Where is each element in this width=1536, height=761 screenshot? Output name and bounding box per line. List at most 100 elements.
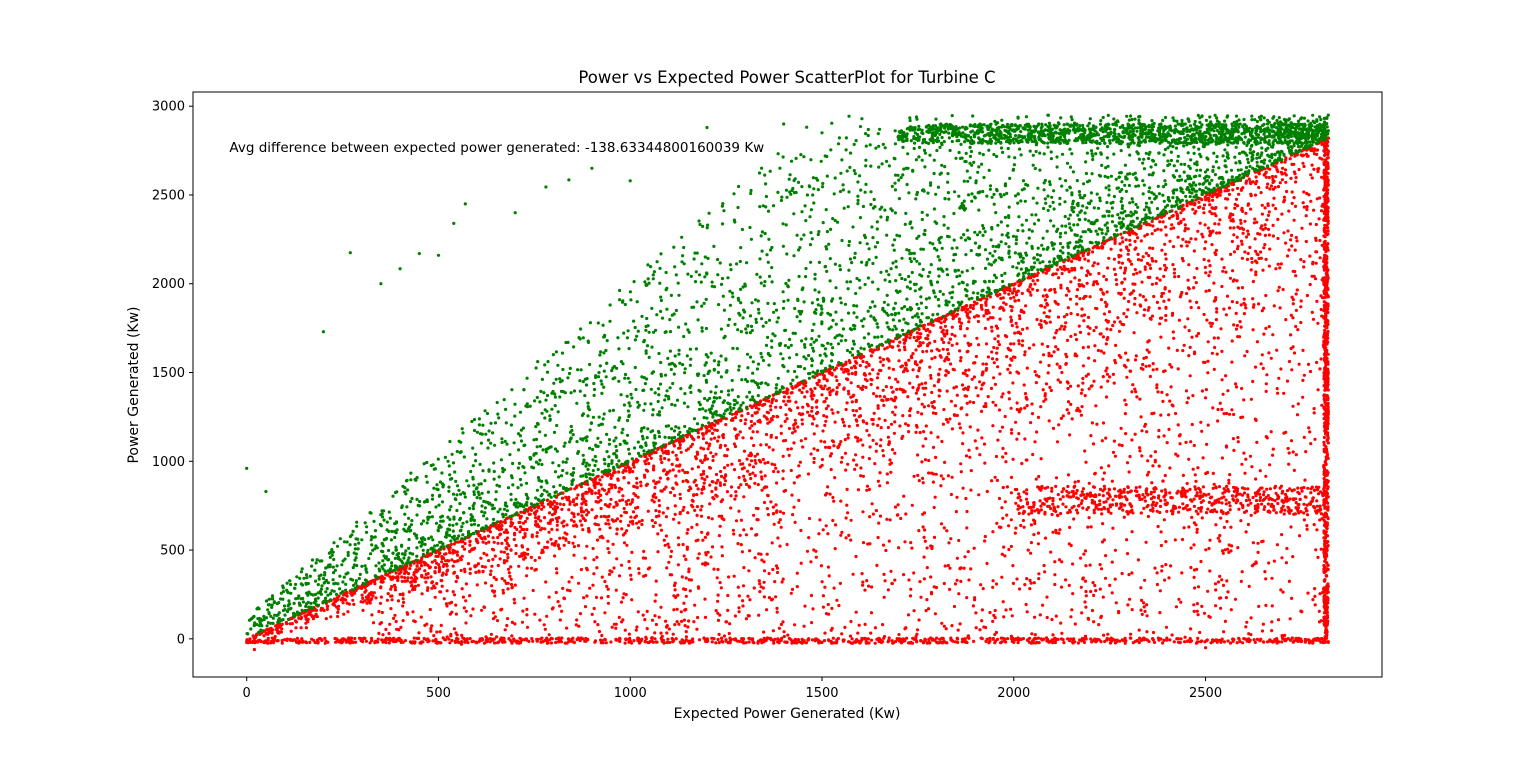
below-point [1185, 244, 1189, 248]
below-point [703, 535, 708, 540]
below-point [891, 410, 895, 414]
below-point [1287, 462, 1291, 466]
below-point [1177, 274, 1181, 279]
below-point [639, 484, 643, 488]
below-point [1012, 295, 1016, 299]
below-point [1261, 366, 1265, 370]
below-point [1292, 170, 1296, 174]
below-point [1264, 257, 1268, 261]
below-point [1164, 563, 1168, 567]
below-point [917, 479, 921, 483]
below-point [736, 542, 740, 546]
below-point [756, 483, 760, 487]
below-point [627, 559, 631, 564]
below-point [558, 536, 562, 540]
below-point [1126, 603, 1130, 607]
below-point [1117, 489, 1121, 493]
below-point [1270, 576, 1274, 580]
below-point [1316, 169, 1320, 174]
below-point [742, 566, 746, 570]
below-point [1224, 596, 1228, 600]
below-point [1246, 232, 1251, 236]
below-point [1051, 272, 1056, 276]
below-point [1194, 237, 1198, 241]
below-point [791, 431, 795, 435]
below-point [799, 561, 803, 565]
below-point [1011, 581, 1016, 586]
below-point [870, 502, 874, 506]
below-point [922, 326, 926, 331]
below-point [1256, 550, 1260, 555]
below-point [614, 500, 618, 504]
below-point [1158, 316, 1163, 320]
below-point [689, 445, 693, 449]
below-point [1081, 381, 1085, 385]
below-point [1295, 288, 1299, 292]
below-point [1244, 625, 1248, 629]
below-point [1019, 309, 1023, 314]
below-point [657, 510, 661, 514]
below-point [1143, 499, 1147, 503]
below-point [924, 386, 928, 390]
below-point [1222, 266, 1226, 270]
below-point [444, 572, 448, 577]
below-point [1236, 546, 1240, 550]
below-point [1162, 369, 1166, 374]
below-point [1289, 176, 1293, 180]
below-point [571, 541, 575, 545]
below-point [610, 518, 614, 522]
below-point [1105, 327, 1109, 331]
below-point [809, 394, 813, 398]
below-point [1231, 213, 1235, 217]
below-point [1161, 479, 1165, 483]
below-point [395, 575, 399, 579]
below-point [580, 523, 584, 527]
below-point [661, 469, 666, 473]
below-point [1170, 633, 1174, 637]
below-point [828, 454, 833, 458]
below-point [1073, 352, 1077, 356]
below-point [578, 519, 583, 523]
below-point [906, 423, 910, 427]
below-point [974, 611, 978, 615]
below-point [587, 526, 591, 531]
below-point [1069, 402, 1073, 406]
below-point [336, 610, 340, 615]
below-point [1096, 262, 1100, 266]
below-point [1207, 274, 1211, 278]
below-point [1022, 525, 1026, 529]
below-point [687, 578, 691, 582]
below-point [1264, 293, 1268, 298]
below-point [1231, 269, 1235, 273]
below-point [1203, 396, 1208, 400]
below-point [660, 460, 664, 465]
below-point [1265, 373, 1269, 377]
below-point [1273, 484, 1278, 488]
below-point [962, 387, 966, 391]
below-point [1151, 362, 1155, 366]
below-point [699, 514, 704, 518]
below-point [998, 317, 1002, 321]
below-point [1227, 481, 1231, 485]
below-point [1188, 374, 1192, 378]
below-point [948, 587, 952, 592]
below-point [1086, 525, 1090, 529]
below-point [602, 514, 607, 519]
below-point [579, 506, 583, 510]
below-point [370, 597, 374, 601]
below-point [753, 458, 757, 463]
below-point [795, 585, 799, 589]
below-point [737, 594, 741, 598]
below-point [1171, 263, 1175, 267]
below-point [955, 578, 959, 582]
below-point [433, 595, 437, 599]
below-point [965, 314, 969, 318]
below-point [1139, 239, 1143, 243]
below-point [1309, 173, 1313, 177]
below-point [923, 381, 928, 385]
below-point [1087, 516, 1091, 520]
below-point [933, 612, 938, 616]
below-point [1219, 516, 1223, 520]
below-point [1011, 355, 1016, 359]
below-point [755, 518, 759, 522]
